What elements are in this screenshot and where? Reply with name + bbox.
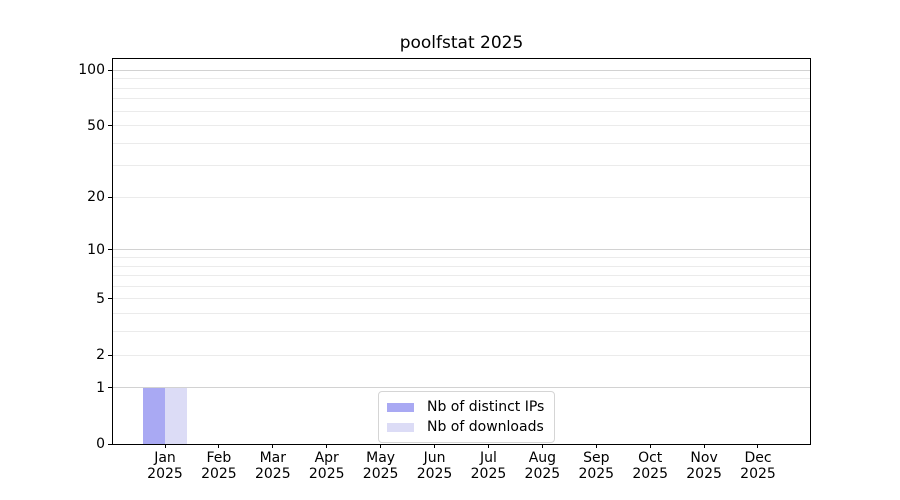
y-gridline-minor bbox=[113, 110, 810, 112]
x-tick bbox=[326, 444, 328, 448]
x-tick bbox=[703, 444, 705, 448]
x-tick bbox=[595, 444, 597, 448]
x-tick bbox=[757, 444, 759, 448]
x-tick-label: Aug 2025 bbox=[524, 450, 561, 482]
y-gridline-minor bbox=[113, 285, 810, 287]
legend-label-distinct-ips: Nb of distinct IPs bbox=[427, 399, 545, 415]
y-tick-label: 5 bbox=[96, 290, 105, 307]
y-tick bbox=[108, 298, 112, 300]
y-gridline-major bbox=[113, 249, 810, 251]
x-tick bbox=[164, 444, 166, 448]
y-tick bbox=[108, 125, 112, 127]
x-tick-label: Jun 2025 bbox=[416, 450, 453, 482]
y-gridline-minor bbox=[113, 142, 810, 144]
y-gridline-minor bbox=[113, 354, 810, 356]
x-tick-label: Jan 2025 bbox=[147, 450, 183, 482]
x-tick-label: Jul 2025 bbox=[470, 450, 507, 482]
x-tick bbox=[380, 444, 382, 448]
legend: Nb of distinct IPs Nb of downloads bbox=[378, 391, 556, 443]
y-gridline-major bbox=[113, 387, 810, 389]
x-tick-label: Dec 2025 bbox=[740, 450, 776, 482]
bar-downloads bbox=[165, 387, 187, 444]
x-tick bbox=[541, 444, 543, 448]
x-tick-label: Nov 2025 bbox=[686, 450, 722, 482]
y-tick-label: 2 bbox=[96, 347, 105, 363]
x-tick-label: Feb 2025 bbox=[201, 450, 237, 482]
y-tick bbox=[108, 196, 112, 198]
y-gridline-major bbox=[113, 69, 810, 71]
y-tick-label: 0 bbox=[96, 436, 105, 452]
x-tick bbox=[434, 444, 436, 448]
x-tick-label: Sep 2025 bbox=[578, 450, 615, 482]
x-tick bbox=[649, 444, 651, 448]
y-tick bbox=[108, 387, 112, 389]
x-tick bbox=[272, 444, 274, 448]
x-tick bbox=[487, 444, 489, 448]
legend-swatch-downloads bbox=[387, 422, 414, 432]
y-tick-label: 20 bbox=[87, 189, 105, 206]
legend-item: Nb of distinct IPs bbox=[387, 397, 544, 417]
y-tick-label: 100 bbox=[78, 62, 105, 79]
y-gridline-minor bbox=[113, 165, 810, 167]
y-gridline-minor bbox=[113, 275, 810, 277]
chart-title: poolfstat 2025 bbox=[399, 33, 524, 53]
y-gridline-minor bbox=[113, 78, 810, 80]
legend-swatch-distinct-ips bbox=[387, 402, 414, 412]
y-tick bbox=[108, 249, 112, 251]
x-tick-label: May 2025 bbox=[362, 450, 399, 482]
legend-label-downloads: Nb of downloads bbox=[427, 419, 544, 435]
x-tick-label: Apr 2025 bbox=[308, 450, 345, 482]
y-gridline-minor bbox=[113, 313, 810, 315]
x-tick-label: Mar 2025 bbox=[254, 450, 291, 482]
y-gridline-minor bbox=[113, 331, 810, 333]
bar-distinct-ips bbox=[143, 387, 165, 444]
y-gridline-minor bbox=[113, 298, 810, 300]
y-gridline-minor bbox=[113, 98, 810, 100]
y-tick-label: 50 bbox=[87, 117, 105, 134]
y-tick-label: 10 bbox=[87, 241, 105, 258]
plot-area: 0 1 2 5 10 20 50 100 Jan 2025 Feb 2025 Mar 2025 Apr… bbox=[78, 58, 811, 482]
y-tick-label: 1 bbox=[96, 379, 105, 396]
y-tick bbox=[108, 443, 112, 445]
y-gridline-minor bbox=[113, 265, 810, 267]
y-tick bbox=[108, 354, 112, 356]
y-gridline-minor bbox=[113, 196, 810, 198]
x-tick-label: Oct 2025 bbox=[632, 450, 668, 482]
y-tick bbox=[108, 69, 112, 71]
y-gridline-minor bbox=[113, 125, 810, 127]
x-tick bbox=[218, 444, 220, 448]
y-gridline-minor bbox=[113, 256, 810, 258]
y-gridline-minor bbox=[113, 87, 810, 89]
legend-item: Nb of downloads bbox=[387, 417, 544, 437]
